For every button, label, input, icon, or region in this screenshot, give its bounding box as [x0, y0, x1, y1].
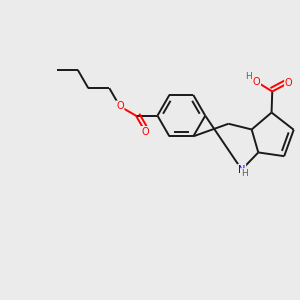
Text: H: H: [242, 169, 248, 178]
Text: O: O: [116, 101, 124, 111]
Text: N: N: [238, 165, 245, 175]
Text: O: O: [285, 78, 292, 88]
Text: H: H: [245, 72, 251, 81]
Text: O: O: [253, 77, 260, 87]
Text: O: O: [142, 127, 149, 137]
